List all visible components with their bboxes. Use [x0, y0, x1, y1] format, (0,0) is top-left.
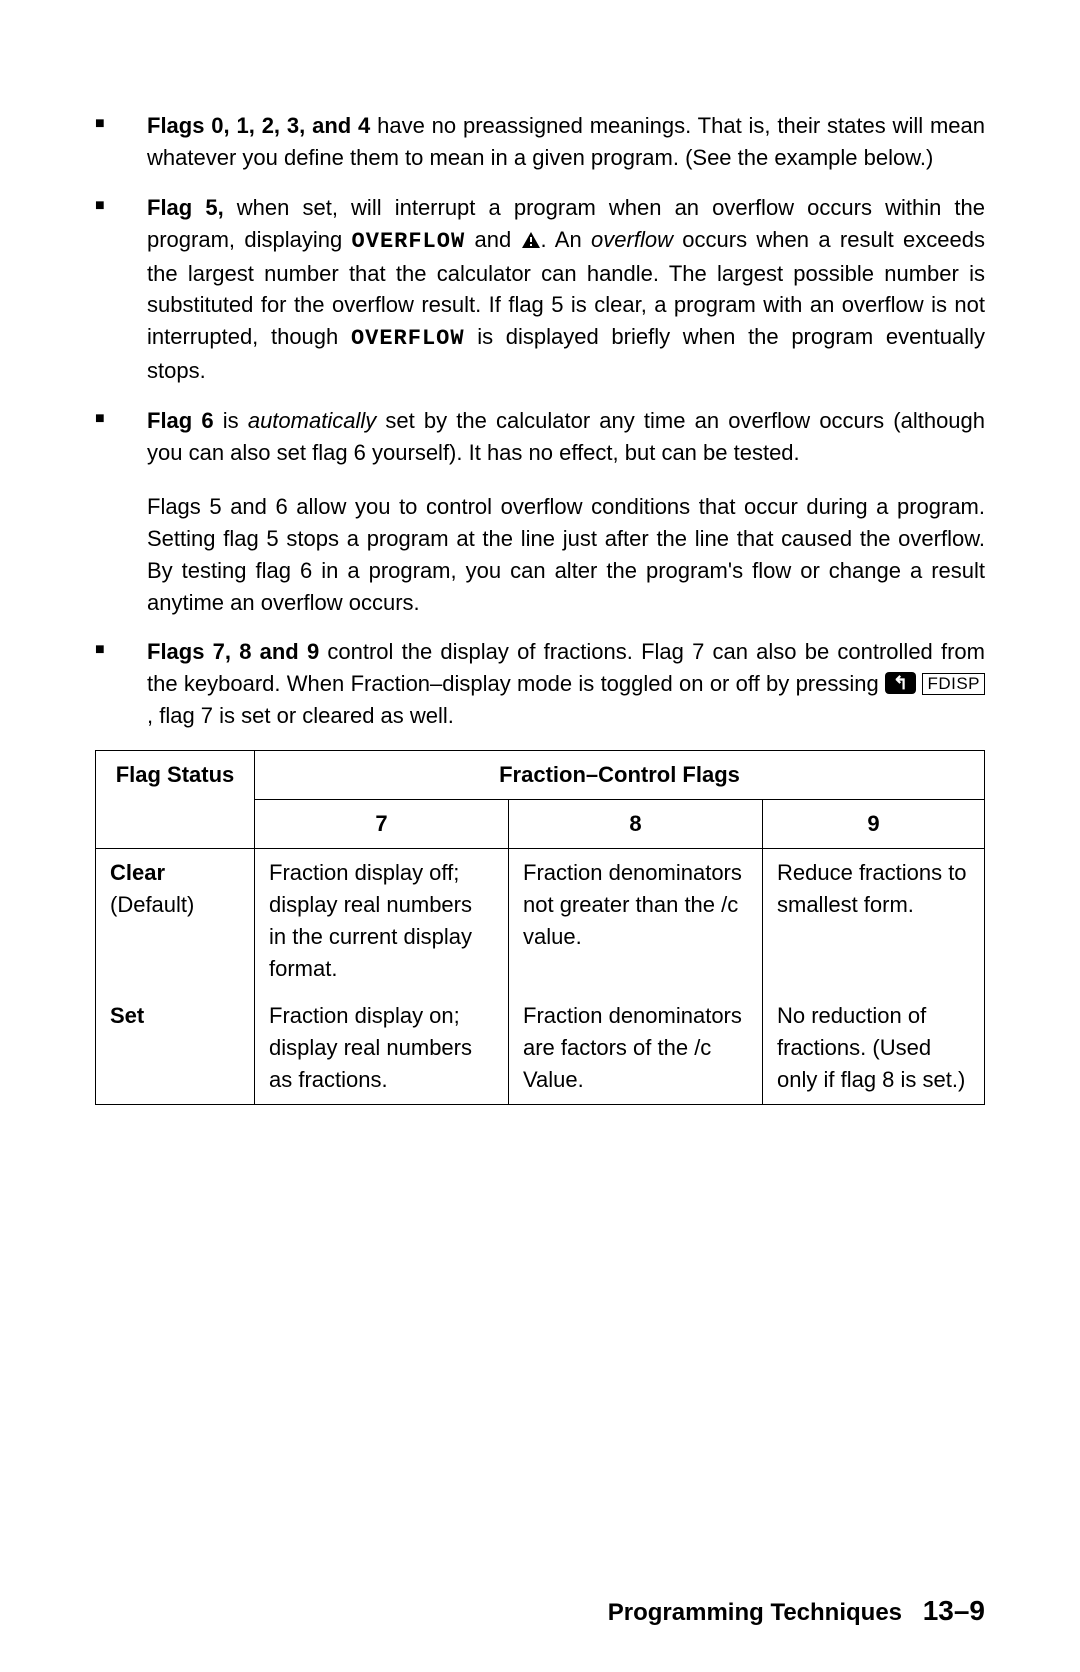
label-bold: Set [110, 1003, 144, 1028]
th-col-8: 8 [509, 800, 763, 849]
italic-text: automatically [248, 408, 376, 433]
fraction-control-table: Flag Status Fraction–Control Flags 7 8 9… [95, 750, 985, 1105]
cell-clear-8: Fraction denominators not greater than t… [509, 848, 763, 992]
bold-lead: Flags 0, 1, 2, 3, and 4 [147, 113, 370, 138]
bullet-flag-5: Flag 5, when set, will interrupt a progr… [95, 192, 985, 387]
row-clear-label: Clear (Default) [96, 848, 255, 992]
cell-clear-9: Reduce fractions to smallest form. [763, 848, 985, 992]
table-row: Clear (Default) Fraction display off; di… [96, 848, 985, 992]
cell-clear-7: Fraction display off; display real numbe… [255, 848, 509, 992]
cell-set-9: No reduction of fractions. (Used only if… [763, 992, 985, 1104]
body-text: and [465, 227, 520, 252]
bullet-flags-7-8-9: Flags 7, 8 and 9 control the display of … [95, 636, 985, 732]
bold-lead: Flags 7, 8 and 9 [147, 639, 319, 664]
footer-page-number: 13–9 [923, 1595, 985, 1626]
th-flag-status: Flag Status [96, 751, 255, 849]
bullet-flag-6: Flag 6 is automatically set by the calcu… [95, 405, 985, 618]
shift-key-icon: ↰ [885, 672, 916, 694]
table-header-row: Flag Status Fraction–Control Flags [96, 751, 985, 800]
th-col-7: 7 [255, 800, 509, 849]
table-row: Set Fraction display on; display real nu… [96, 992, 985, 1104]
row-set-label: Set [96, 992, 255, 1104]
bold-lead: Flag 5, [147, 195, 224, 220]
flag-5-6-paragraph: Flags 5 and 6 allow you to control overf… [147, 491, 985, 619]
th-fraction-control: Fraction–Control Flags [255, 751, 985, 800]
cell-set-7: Fraction display on; display real number… [255, 992, 509, 1104]
bullet-flags-0-4: Flags 0, 1, 2, 3, and 4 have no preassig… [95, 110, 985, 174]
label-bold: Clear [110, 860, 165, 885]
lcd-overflow: OVERFLOW [352, 229, 466, 254]
footer-chapter: Programming Techniques [608, 1599, 902, 1626]
lcd-overflow: OVERFLOW [351, 326, 465, 351]
fdisp-key-icon: FDISP [922, 673, 985, 695]
body-text: is [214, 408, 248, 433]
page: Flags 0, 1, 2, 3, and 4 have no preassig… [0, 0, 1080, 1672]
bold-lead: Flag 6 [147, 408, 214, 433]
page-footer: Programming Techniques 13–9 [608, 1591, 985, 1632]
flag-list: Flags 0, 1, 2, 3, and 4 have no preassig… [95, 110, 985, 732]
warning-icon [521, 226, 541, 258]
cell-set-8: Fraction denominators are factors of the… [509, 992, 763, 1104]
italic-text: overflow [591, 227, 673, 252]
body-text: . An [541, 227, 591, 252]
th-col-9: 9 [763, 800, 985, 849]
body-text: , flag 7 is set or cleared as well. [147, 703, 454, 728]
label-sub: (Default) [110, 892, 194, 917]
